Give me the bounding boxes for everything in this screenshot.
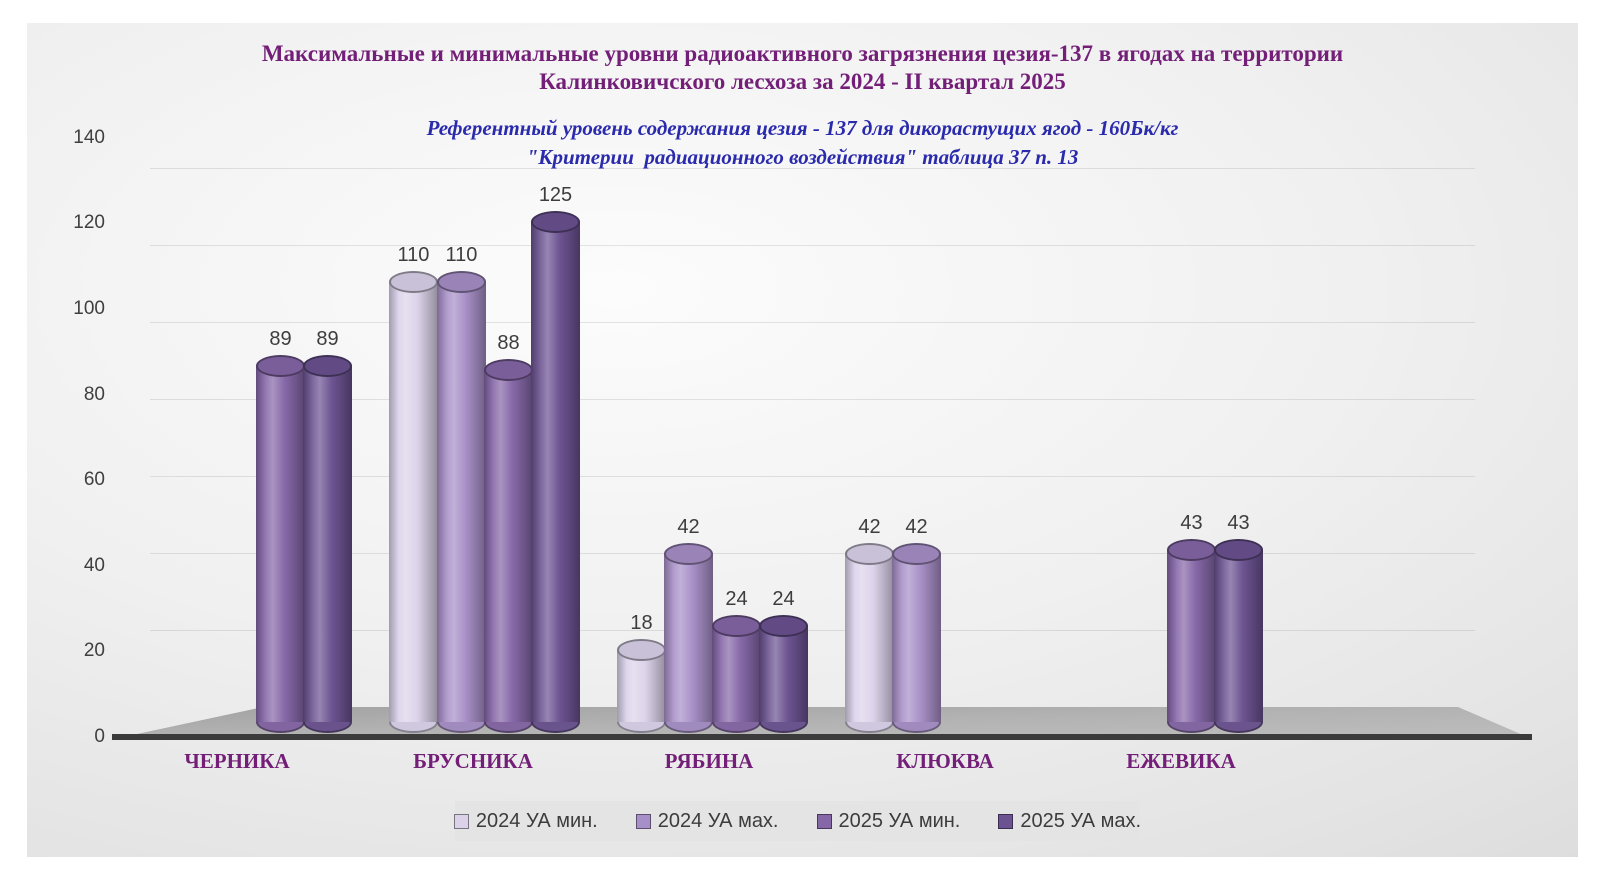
chart-title-line1: Максимальные и минимальные уровни радиоа…	[261, 41, 1344, 66]
cylinder-top	[389, 271, 438, 293]
bar-РЯБИНА-2025 УА мах.: 24	[759, 0, 808, 892]
cylinder-top	[437, 271, 486, 293]
category-label-ЕЖЕВИКА: ЕЖЕВИКА	[1126, 749, 1236, 773]
y-tick-label: 80	[83, 383, 105, 405]
cylinder-body	[256, 366, 305, 722]
gridline	[150, 399, 1475, 400]
legend-label: 2025 УА мин.	[838, 809, 961, 832]
cylinder-body	[892, 554, 941, 722]
bar-БРУСНИКА-2024 УА мах.: 110	[437, 0, 486, 892]
gridline	[150, 630, 1475, 631]
legend-label: 2024 УА мах.	[657, 809, 779, 832]
y-tick-label: 40	[83, 554, 105, 576]
cylinder-body	[437, 282, 486, 722]
cylinder-body	[759, 626, 808, 722]
bar-value-label: 43	[1227, 512, 1250, 534]
bar-value-label: 89	[269, 328, 292, 350]
bar-value-label: 42	[905, 516, 928, 538]
bar-value-label: 110	[445, 244, 478, 266]
bar-value-label: 24	[725, 588, 748, 610]
category-label-БРУСНИКА: БРУСНИКА	[413, 749, 533, 773]
bar-value-label: 110	[397, 244, 430, 266]
bar-value-label: 88	[497, 332, 520, 354]
cylinder-body	[1167, 550, 1216, 722]
cylinder-top	[256, 355, 305, 377]
cylinder-top	[664, 543, 713, 565]
y-tick-label: 60	[83, 469, 105, 491]
chart-subtitle-line2: "Критерии радиационного воздействия" таб…	[526, 145, 1079, 169]
bar-РЯБИНА-2025 УА мин.: 24	[712, 0, 761, 892]
chart-title: Максимальные и минимальные уровни радиоа…	[27, 40, 1578, 96]
bar-РЯБИНА-2024 УА мин.: 18	[617, 0, 666, 892]
y-tick-label: 120	[73, 212, 105, 234]
cylinder-body	[617, 650, 666, 722]
bar-value-label: 42	[858, 516, 881, 538]
bar-ЕЖЕВИКА-2025 УА мин.: 43	[1167, 0, 1216, 892]
legend-swatch	[453, 813, 469, 829]
bar-ЕЖЕВИКА-2025 УА мах.: 43	[1214, 0, 1263, 892]
cylinder-top	[892, 543, 941, 565]
chart-subtitle: Референтный уровень содержания цезия - 1…	[27, 114, 1578, 172]
x-axis-line	[112, 734, 1532, 740]
gridline	[150, 245, 1475, 246]
legend-swatch	[998, 813, 1014, 829]
legend-label: 2024 УА мин.	[475, 809, 598, 832]
cylinder-top	[1167, 539, 1216, 561]
cylinder-top	[303, 355, 352, 377]
cylinder-body	[664, 554, 713, 722]
legend-item: 2024 УА мин.	[453, 809, 598, 833]
bar-ЧЕРНИКА-2025 УА мах.: 89	[303, 0, 352, 892]
chart-title-line2: Калинковичского лесхоза за 2024 - II ква…	[539, 69, 1066, 94]
y-tick-label: 140	[73, 126, 105, 148]
cylinder-body	[531, 222, 580, 722]
cylinder-body	[1214, 550, 1263, 722]
bar-value-label: 43	[1180, 512, 1203, 534]
legend-swatch	[635, 813, 651, 829]
cylinder-body	[389, 282, 438, 722]
cylinder-body	[484, 370, 533, 722]
y-tick-label: 100	[73, 298, 105, 319]
bar-value-label: 89	[316, 328, 339, 350]
gridline	[150, 168, 1475, 169]
cylinder-body	[303, 366, 352, 722]
cylinder-top	[617, 639, 666, 661]
bar-value-label: 125	[538, 184, 573, 206]
bar-БРУСНИКА-2025 УА мах.: 125	[531, 0, 580, 892]
bar-value-label: 24	[772, 588, 795, 610]
bar-value-label: 42	[677, 516, 700, 538]
bar-БРУСНИКА-2024 УА мин.: 110	[389, 0, 438, 892]
cylinder-top	[759, 615, 808, 637]
bar-value-label: 18	[630, 612, 653, 634]
gridline	[150, 553, 1475, 554]
category-label-КЛЮКВА: КЛЮКВА	[896, 749, 994, 773]
legend: 2024 УА мин. 2024 УА мах. 2025 УА мин. 2025…	[453, 801, 1141, 841]
chart-subtitle-line1: Референтный уровень содержания цезия - 1…	[426, 116, 1179, 140]
cylinder-top	[484, 359, 533, 381]
gridline	[150, 322, 1475, 323]
category-label-ЧЕРНИКА: ЧЕРНИКА	[184, 749, 290, 773]
gridline	[150, 476, 1475, 477]
category-label-РЯБИНА: РЯБИНА	[664, 749, 754, 773]
legend-item: 2025 УА мин.	[816, 809, 961, 833]
cylinder-top	[1214, 539, 1263, 561]
cylinder-body	[712, 626, 761, 722]
bar-РЯБИНА-2024 УА мах.: 42	[664, 0, 713, 892]
cylinder-top	[531, 211, 580, 233]
bar-КЛЮКВА-2024 УА мах.: 42	[892, 0, 941, 892]
y-tick-label: 20	[83, 640, 105, 662]
legend-item: 2024 УА мах.	[635, 809, 779, 833]
cylinder-top	[712, 615, 761, 637]
legend-item: 2025 УА мах.	[998, 810, 1141, 833]
y-tick-label: 0	[94, 726, 105, 747]
bar-КЛЮКВА-2024 УА мин.: 42	[845, 0, 894, 892]
bar-ЧЕРНИКА-2025 УА мин.: 89	[256, 0, 305, 892]
cylinder-top	[845, 543, 894, 565]
cylinder-body	[845, 554, 894, 722]
legend-swatch	[816, 813, 832, 829]
legend-label: 2025 УА мах.	[1020, 809, 1142, 832]
